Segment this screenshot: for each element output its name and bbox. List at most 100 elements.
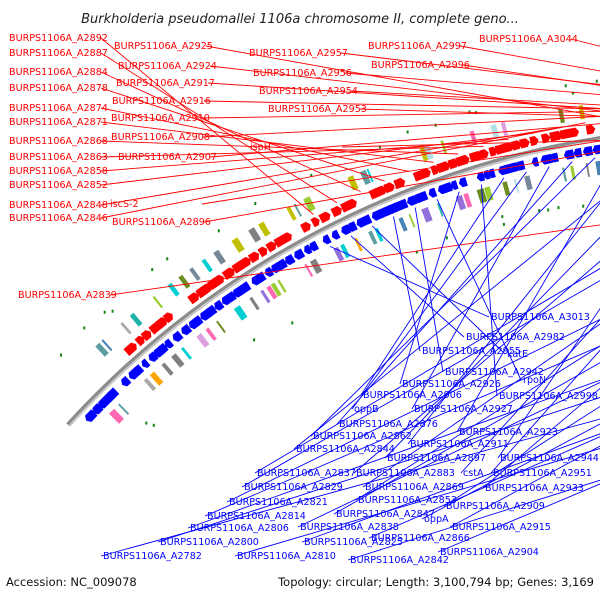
- forward-gene-label[interactable]: BURPS1106A_A2916: [112, 96, 211, 107]
- reverse-gene-label[interactable]: BURPS1106A_A2876: [339, 419, 438, 430]
- forward-gene-label[interactable]: BURPS1106A_A3044: [479, 34, 578, 45]
- forward-gene-label[interactable]: BURPS1106A_A2996: [371, 60, 470, 71]
- reverse-gene-label[interactable]: BURPS1106A_A2806: [190, 523, 289, 534]
- reverse-gene-label[interactable]: BURPS1106A_A2800: [160, 537, 259, 548]
- forward-gene-label[interactable]: BURPS1106A_A2908: [111, 132, 210, 143]
- cog-block: [421, 207, 433, 223]
- cog-block: [213, 249, 226, 265]
- reverse-gene-label[interactable]: rpoN: [523, 375, 546, 386]
- reverse-gene-label[interactable]: BURPS1106A_A2933: [485, 483, 584, 494]
- cog-block: [490, 124, 500, 140]
- forward-gene-arrow: [330, 205, 342, 218]
- rna-mark: [253, 338, 256, 342]
- reverse-gene-arrow: [304, 244, 313, 255]
- leader-line: [407, 202, 600, 445]
- reverse-gene-label[interactable]: BURPS1106A_A2955: [422, 346, 521, 357]
- reverse-gene-label[interactable]: BURPS1106A_A2915: [452, 522, 551, 533]
- forward-gene-label[interactable]: BURPS1106A_A2924: [118, 61, 217, 72]
- reverse-gene-label[interactable]: BURPS1106A_A2883: [356, 468, 455, 479]
- cog-block: [216, 320, 226, 334]
- forward-gene-label[interactable]: BURPS1106A_A2839: [18, 290, 117, 301]
- reverse-gene-label[interactable]: BURPS1106A_A2782: [103, 551, 202, 562]
- backbone-ring: [66, 136, 600, 427]
- forward-gene-label[interactable]: BURPS1106A_A2925: [114, 41, 213, 52]
- leader-line: [344, 72, 600, 96]
- cog-block: [366, 168, 374, 183]
- forward-gene-label[interactable]: BURPS1106A_A2868: [9, 136, 108, 147]
- reverse-gene-label[interactable]: BURPS1106A_A2837: [257, 468, 356, 479]
- forward-gene-arrow: [221, 267, 235, 280]
- cog-block: [248, 227, 262, 243]
- forward-gene-label[interactable]: BURPS1106A_A2910: [111, 113, 210, 124]
- leader-line: [436, 199, 522, 381]
- reverse-gene-label[interactable]: BURPS1106A_A2821: [229, 497, 328, 508]
- reverse-gene-label[interactable]: BURPS1106A_A2897: [387, 453, 486, 464]
- forward-gene-label[interactable]: BURPS1106A_A2957: [249, 48, 348, 59]
- cog-block: [205, 327, 217, 341]
- forward-gene-label[interactable]: BURPS1106A_A2887: [9, 48, 108, 59]
- reverse-gene-label[interactable]: oppB: [354, 404, 379, 415]
- rna-mark: [564, 84, 567, 88]
- reverse-gene-label[interactable]: BURPS1106A_A2982: [466, 332, 565, 343]
- reverse-gene-label[interactable]: BURPS1106A_A2951: [493, 468, 592, 479]
- leader-line: [333, 362, 600, 515]
- forward-gene-label[interactable]: BURPS1106A_A2874: [9, 103, 108, 114]
- reverse-gene-arrow: [508, 162, 519, 173]
- forward-gene-label[interactable]: BURPS1106A_A2871: [9, 117, 108, 128]
- reverse-gene-label[interactable]: BURPS1106A_A2862: [313, 431, 412, 442]
- forward-gene-label[interactable]: BURPS1106A_A2997: [368, 41, 467, 52]
- reverse-gene-label[interactable]: BURPS1106A_A2847: [336, 509, 435, 520]
- reverse-gene-arrow: [458, 177, 468, 188]
- forward-gene-label[interactable]: ispH: [250, 142, 271, 153]
- reverse-gene-label[interactable]: BURPS1106A_A2904: [440, 547, 539, 558]
- forward-gene-label[interactable]: BURPS1106A_A2907: [118, 152, 217, 163]
- reverse-gene-arrow: [399, 198, 409, 210]
- reverse-gene-label[interactable]: BURPS1106A_A2906: [363, 390, 462, 401]
- reverse-gene-label[interactable]: BURPS1106A_A2923: [459, 427, 558, 438]
- reverse-gene-label[interactable]: BURPS1106A_A2825: [304, 537, 403, 548]
- forward-gene-label[interactable]: iscS-2: [110, 199, 139, 210]
- reverse-gene-label[interactable]: BURPS1106A_A2911: [410, 439, 509, 450]
- reverse-gene-label[interactable]: BURPS1106A_A2810: [237, 551, 336, 562]
- forward-gene-label[interactable]: BURPS1106A_A2846: [9, 213, 108, 224]
- reverse-gene-label[interactable]: BURPS1106A_A2926: [402, 379, 501, 390]
- cog-block: [398, 217, 408, 232]
- reverse-gene-label[interactable]: BURPS1106A_A2869: [365, 482, 464, 493]
- forward-gene-label[interactable]: BURPS1106A_A2896: [112, 217, 211, 228]
- leader-line: [362, 323, 600, 488]
- reverse-gene-label[interactable]: BURPS1106A_A2866: [371, 533, 470, 544]
- reverse-gene-label[interactable]: BURPS1106A_A2814: [207, 511, 306, 522]
- reverse-gene-label[interactable]: BURPS1106A_A2844: [296, 444, 395, 455]
- reverse-gene-label[interactable]: BURPS1106A_A2998: [499, 391, 598, 402]
- forward-gene-label[interactable]: BURPS1106A_A2953: [268, 104, 367, 115]
- forward-gene-label[interactable]: BURPS1106A_A2954: [259, 86, 358, 97]
- reverse-gene-label[interactable]: BURPS1106A_A2944: [500, 453, 599, 464]
- forward-gene-label[interactable]: BURPS1106A_A2884: [9, 67, 108, 78]
- reverse-gene-label[interactable]: BURPS1106A_A2927: [414, 404, 513, 415]
- forward-gene-label[interactable]: BURPS1106A_A2892: [9, 33, 108, 44]
- reverse-gene-label[interactable]: katE: [507, 349, 528, 360]
- reverse-gene-label[interactable]: BURPS1106A_A2842: [350, 555, 449, 566]
- cog-block: [249, 296, 260, 311]
- leader-line: [462, 64, 600, 86]
- reverse-gene-label[interactable]: cstA: [463, 468, 484, 479]
- reverse-gene-label[interactable]: BURPS1106A_A2838: [300, 522, 399, 533]
- reverse-gene-label[interactable]: oppA: [424, 514, 449, 525]
- forward-gene-label[interactable]: BURPS1106A_A2956: [253, 68, 352, 79]
- reverse-gene-label[interactable]: BURPS1106A_A2853: [358, 495, 457, 506]
- forward-gene-label[interactable]: BURPS1106A_A2848: [9, 200, 108, 211]
- reverse-gene-label[interactable]: BURPS1106A_A2942: [445, 367, 544, 378]
- feature-tracks: [60, 79, 600, 427]
- forward-gene-label[interactable]: BURPS1106A_A2858: [9, 166, 108, 177]
- forward-gene-label[interactable]: BURPS1106A_A2863: [9, 152, 108, 163]
- reverse-gene-arrow: [476, 171, 486, 182]
- forward-gene-label[interactable]: BURPS1106A_A2878: [9, 83, 108, 94]
- leader-line: [341, 140, 600, 148]
- reverse-gene-label[interactable]: BURPS1106A_A3013: [491, 312, 590, 323]
- forward-gene-label[interactable]: BURPS1106A_A2852: [9, 180, 108, 191]
- forward-gene-label[interactable]: BURPS1106A_A2917: [116, 78, 215, 89]
- reverse-gene-label[interactable]: BURPS1106A_A2829: [244, 482, 343, 493]
- reverse-gene-label[interactable]: BURPS1106A_A2909: [446, 501, 545, 512]
